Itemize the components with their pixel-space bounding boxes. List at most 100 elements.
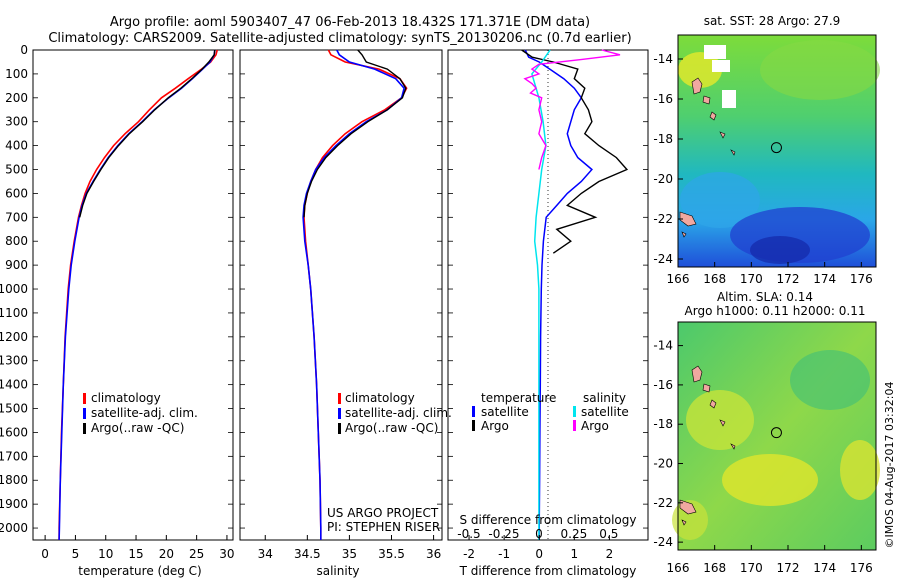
- x-tick-label: 0.5: [599, 527, 618, 541]
- depth-tick-label: 400: [5, 139, 28, 153]
- lon-tick-label: 168: [703, 561, 726, 575]
- x-tick-label: 35.5: [378, 547, 405, 561]
- legend-marker-argo: [83, 423, 86, 434]
- island-outlines: [679, 77, 736, 238]
- sla-map-title: Altim. SLA: 0.14: [717, 290, 813, 304]
- project-label: US ARGO PROJECT: [327, 506, 439, 520]
- lon-tick-label: 170: [740, 272, 763, 286]
- depth-tick-label: 100: [5, 67, 28, 81]
- depth-tick-label: 2000: [0, 521, 28, 535]
- sla-map-frame: [677, 321, 877, 551]
- s-difference-label: S difference from climatology: [460, 513, 637, 527]
- legend-argo-label: Argo(..raw -QC): [345, 421, 438, 435]
- legend-marker-satellite: [83, 408, 86, 419]
- lon-tick-label: 176: [850, 272, 873, 286]
- lon-tick-label: 168: [703, 272, 726, 286]
- imos-timestamp: ©IMOS 04-Aug-2017 03:32:04: [883, 382, 896, 549]
- depth-tick-label: 500: [5, 163, 28, 177]
- sst-latitude-axis: -14 -16 -18 -20 -22 -24: [653, 52, 683, 266]
- temperature-climatology-line: [58, 49, 218, 540]
- depth-tick-label: 1100: [0, 306, 28, 320]
- depth-tick-label: 0: [20, 43, 28, 57]
- sla-latitude-axis: -14 -16 -18 -20 -22 -24: [653, 339, 683, 549]
- depth-tick-label: 1300: [0, 354, 28, 368]
- depth-axis: 0 100 200 300 400 500 600 700 800 900 1000 1100 1200…: [0, 43, 648, 535]
- depth-tick-label: 1200: [0, 330, 28, 344]
- temperature-argo-line: [79, 49, 216, 218]
- x-tick-label: 10: [98, 547, 113, 561]
- temperature-panel-frame: [32, 49, 234, 541]
- lon-tick-label: 176: [850, 561, 873, 575]
- lon-tick-label: 172: [777, 272, 800, 286]
- lat-tick-label: -14: [653, 52, 673, 66]
- legend-marker-climatology: [83, 393, 86, 404]
- argo-float-marker: [770, 142, 782, 154]
- lat-tick-label: -24: [653, 535, 673, 549]
- sst-map: [677, 34, 880, 268]
- legend-climatology-label: climatology: [91, 391, 161, 405]
- lat-tick-label: -20: [653, 457, 673, 471]
- salinity-argo-line: [303, 49, 407, 218]
- x-tick-label: 34: [258, 547, 273, 561]
- temperature-x-axis: 0 5 10 15 20 25 30: [41, 535, 235, 561]
- lat-tick-label: -22: [653, 212, 673, 226]
- t-difference-label: T difference from climatology: [459, 564, 637, 578]
- salinity-x-axis: 34 34.5 35 35.5 36: [258, 535, 441, 561]
- temperature-legend: climatology satellite-adj. clim. Argo(..…: [83, 391, 198, 435]
- x-tick-label: 0: [535, 547, 543, 561]
- x-tick-label: -0.5: [457, 527, 480, 541]
- x-tick-label: 0: [535, 527, 543, 541]
- temperature-x-label: temperature (deg C): [78, 564, 201, 578]
- sst-map-title: sat. SST: 28 Argo: 27.9: [704, 14, 841, 28]
- temp-diff-satellite-line: [524, 49, 593, 540]
- legend-marker-temp-argo: [472, 420, 475, 431]
- salinity-x-label: salinity: [316, 564, 359, 578]
- x-tick-label: 30: [219, 547, 234, 561]
- salinity-panel-frame: [239, 49, 443, 541]
- x-tick-label: 25: [189, 547, 204, 561]
- depth-tick-label: 300: [5, 115, 28, 129]
- depth-tick-label: 200: [5, 91, 28, 105]
- x-tick-label: 35: [342, 547, 357, 561]
- lon-tick-label: 174: [813, 272, 836, 286]
- s-difference-axis: -0.5 -0.25 0 0.25 0.5: [457, 527, 618, 541]
- depth-tick-label: 1900: [0, 497, 28, 511]
- x-tick-label: -0.25: [488, 527, 519, 541]
- figure-title-line1: Argo profile: aoml 5903407_47 06-Feb-201…: [110, 15, 590, 30]
- x-tick-label: 34.5: [294, 547, 321, 561]
- island-outlines: [679, 365, 736, 526]
- legend-marker-satellite: [338, 408, 341, 419]
- lat-tick-label: -14: [653, 339, 673, 353]
- depth-tick-label: 600: [5, 186, 28, 200]
- depth-tick-label: 1500: [0, 402, 28, 416]
- sst-map-frame: [677, 34, 877, 268]
- lat-tick-label: -24: [653, 252, 673, 266]
- depth-tick-label: 1000: [0, 282, 28, 296]
- depth-tick-label: 900: [5, 258, 28, 272]
- x-tick-label: 2: [606, 547, 614, 561]
- difference-legend: temperature salinity satellite Argo sate…: [472, 391, 629, 433]
- depth-tick-label: 1600: [0, 425, 28, 439]
- argo-float-marker: [770, 427, 782, 439]
- sal-diff-satellite-line: [531, 49, 551, 540]
- legend-marker-sal-argo: [573, 420, 576, 431]
- x-tick-label: 1: [570, 547, 578, 561]
- legend-marker-sal-satellite: [573, 406, 576, 417]
- depth-tick-label: 1700: [0, 449, 28, 463]
- legend-satellite-label: satellite-adj. clim.: [345, 406, 452, 420]
- lon-tick-label: 170: [740, 561, 763, 575]
- x-tick-label: 36: [426, 547, 441, 561]
- lat-tick-label: -20: [653, 172, 673, 186]
- sst-longitude-axis: 166 168 170 172 174 176: [667, 262, 873, 286]
- temp-diff-argo-line: [521, 49, 629, 254]
- legend-salinity-title: salinity: [583, 391, 626, 405]
- sla-longitude-axis: 166 168 170 172 174 176: [667, 545, 873, 575]
- lat-tick-label: -22: [653, 496, 673, 510]
- legend-marker-climatology: [338, 393, 341, 404]
- x-tick-label: 0: [41, 547, 49, 561]
- lon-tick-label: 166: [667, 561, 690, 575]
- x-tick-label: 5: [72, 547, 80, 561]
- sla-map-subtitle: Argo h1000: 0.11 h2000: 0.11: [685, 304, 866, 318]
- x-tick-label: 0.25: [561, 527, 588, 541]
